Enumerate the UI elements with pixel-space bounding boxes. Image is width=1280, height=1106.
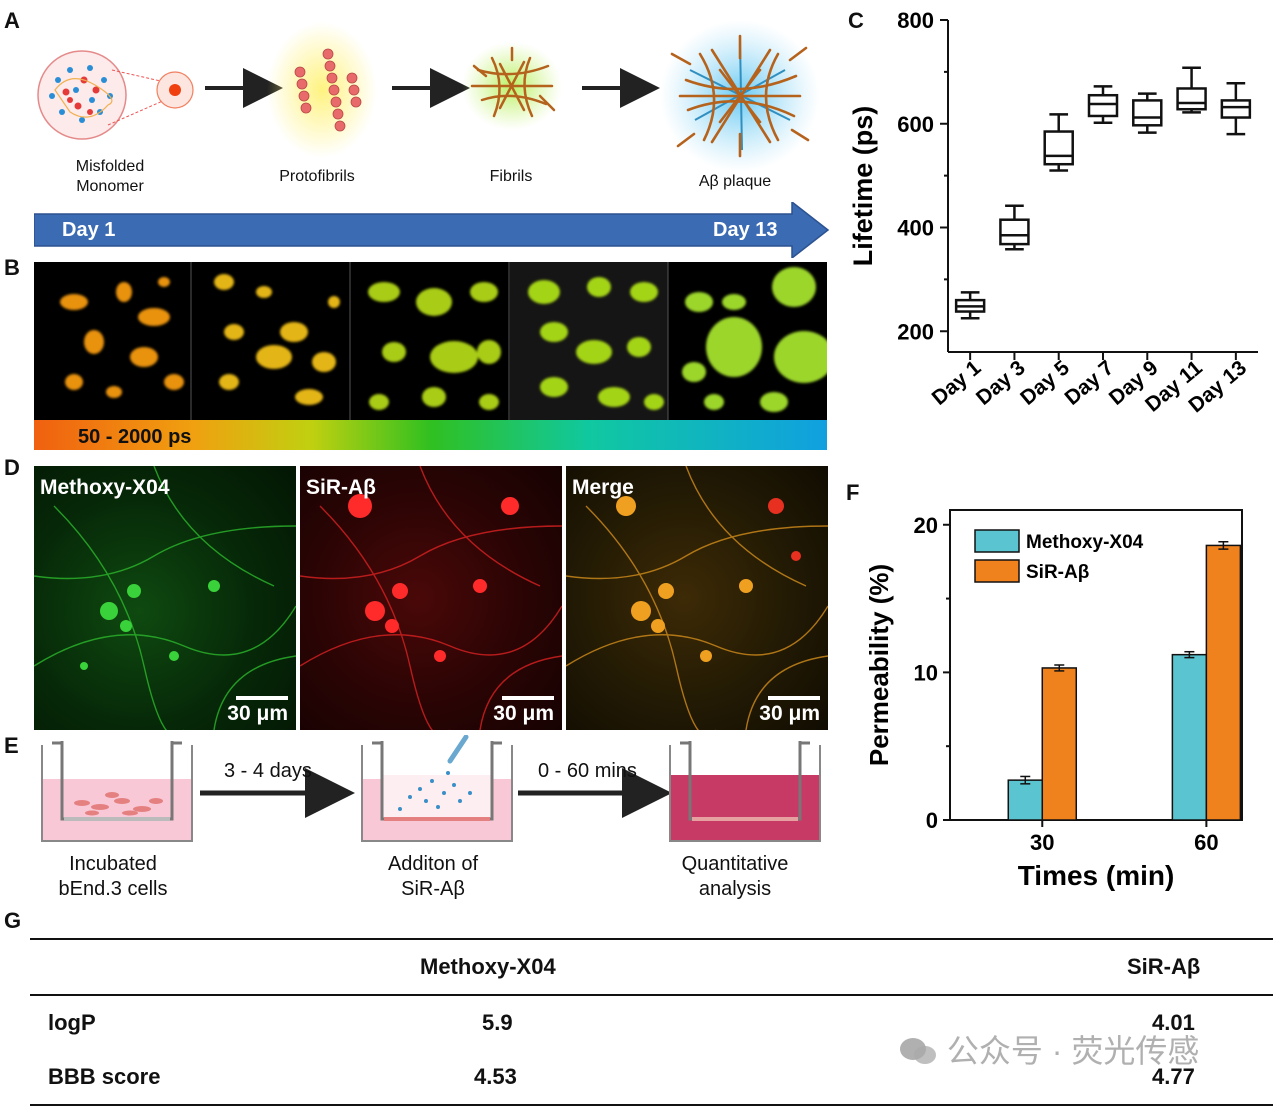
box-4 [1087, 85, 1119, 124]
table-cell: 4.01 [1152, 1010, 1195, 1035]
y-tick-label: 600 [897, 112, 934, 137]
x-tick-label: 60 [1194, 830, 1218, 855]
transwell-2 [361, 735, 513, 842]
table-cell: logP [48, 1010, 96, 1035]
arrow-label-mins: 0 - 60 mins [538, 760, 637, 782]
micrograph-merge-cells [566, 466, 828, 730]
bar [1007, 779, 1044, 821]
aggregation-schematic [37, 20, 820, 172]
panel-label-a: A [4, 8, 20, 33]
legend-swatch [974, 529, 1020, 553]
x-axis-label: Times (min) [1018, 860, 1175, 891]
y-tick-label: 400 [897, 216, 934, 241]
box-iqr [1220, 99, 1252, 119]
stage-label-fibrils: Fibrils [489, 168, 533, 185]
box-iqr [1087, 93, 1119, 118]
scale-bar: 30 μm [493, 696, 554, 726]
wechat-icon [898, 1036, 938, 1066]
box-7 [1220, 82, 1252, 136]
box-3 [1043, 113, 1074, 172]
micrograph-title: Methoxy-X04 [40, 476, 170, 499]
property-table: Methoxy-X04 SiR-Aβ logP 5.9 4.01 BBB sco… [30, 938, 1273, 1106]
x-tick-label: Day 5 [1016, 356, 1074, 410]
bar [1205, 544, 1242, 821]
box-5 [1132, 92, 1163, 134]
x-tick-label: Day 7 [1060, 356, 1118, 410]
micrograph-merge: Merge 30 μm [566, 466, 828, 730]
table-header: SiR-Aβ [899, 938, 1273, 996]
y-tick-label: 800 [897, 8, 934, 33]
box-iqr [1043, 130, 1074, 166]
box-iqr [999, 218, 1030, 246]
table-cell: 4.77 [899, 1050, 1273, 1106]
transwell-3 [669, 741, 821, 842]
watermark-text: 公众号 · 荧光传感 [946, 1033, 1200, 1069]
watermark: 公众号 · 荧光传感 [898, 1026, 1199, 1072]
plot-frame [949, 509, 1243, 821]
x-tick-label: 30 [1030, 830, 1054, 855]
x-tick-label: Day 3 [972, 356, 1030, 410]
y-tick-label: 10 [914, 660, 938, 685]
fibril-illustration [462, 42, 562, 130]
flim-images [60, 262, 834, 420]
panel-label-f: F [846, 480, 860, 505]
step-label-analysis: Quantitative analysis [681, 853, 789, 900]
transwell-schematic [41, 735, 821, 842]
stage-label-protofibrils: Protofibrils [279, 168, 355, 185]
transwell-1 [41, 741, 193, 842]
step-label-addition: Additon of SiR-Aβ [387, 853, 479, 900]
permeability-barchart: 0 10 20 Permeability (%) Times (min) 30 60 Meth… [864, 509, 1243, 891]
monomer-illustration [37, 50, 194, 140]
plaque-illustration [660, 20, 820, 172]
arrow-label-days: 3 - 4 days [224, 760, 312, 782]
box-iqr [1176, 87, 1207, 111]
table-row: BBB score 4.53 4.77 [30, 1050, 1273, 1106]
table-row: logP 5.9 4.01 [30, 995, 1273, 1050]
timeline-arrow [34, 202, 830, 258]
bar [1171, 653, 1208, 821]
legend-label: SiR-Aβ [1026, 562, 1089, 583]
panel-label-g: G [4, 908, 22, 933]
stage-label-monomer: Misfolded Monomer [75, 158, 145, 195]
y-tick-label: 0 [926, 808, 938, 833]
colorbar-label: 50 - 2000 ps [78, 426, 192, 448]
table-header [30, 938, 262, 996]
micrograph-methoxy-cells [34, 466, 296, 730]
y-tick-label: 20 [914, 513, 938, 538]
y-axis-label: Permeability (%) [864, 564, 894, 766]
table-cell: 5.9 [482, 1010, 513, 1035]
stage-label-plaque: Aβ plaque [698, 173, 772, 190]
step-label-incubated: Incubated bEnd.3 cells [58, 853, 168, 900]
panel-label-b: B [4, 255, 20, 280]
panel-label-c: C [848, 8, 864, 33]
table-cell: 4.53 [262, 1050, 899, 1106]
micrograph-title: SiR-Aβ [306, 476, 376, 499]
table-cell: BBB score [30, 1050, 262, 1106]
flim-image-strip [34, 262, 834, 420]
scale-bar: 30 μm [227, 696, 288, 726]
micrograph-methoxy: Methoxy-X04 30 μm [34, 466, 296, 730]
box-6 [1176, 66, 1207, 114]
table-header: Methoxy-X04 [262, 938, 899, 996]
legend-label: Methoxy-X04 [1026, 532, 1144, 553]
micrograph-sir-cells [300, 466, 562, 730]
micrograph-title: Merge [572, 476, 634, 499]
box-2 [999, 204, 1030, 251]
scale-bar: 30 μm [759, 696, 820, 726]
timeline-end-label: Day 13 [713, 219, 778, 241]
protofibril-illustration [267, 22, 377, 158]
bar [1041, 667, 1078, 821]
box-1 [954, 291, 986, 320]
x-tick-label: Day 1 [928, 356, 986, 410]
box-iqr [1132, 99, 1163, 127]
panel-label-e: E [4, 733, 19, 758]
y-axis-label: Lifetime (ps) [848, 106, 878, 267]
y-tick-label: 200 [897, 319, 934, 344]
timeline-start-label: Day 1 [62, 219, 116, 241]
lifetime-colorbar [34, 420, 827, 450]
micrograph-sir: SiR-Aβ 30 μm [300, 466, 562, 730]
panel-label-d: D [4, 455, 20, 480]
legend-swatch [974, 559, 1020, 583]
